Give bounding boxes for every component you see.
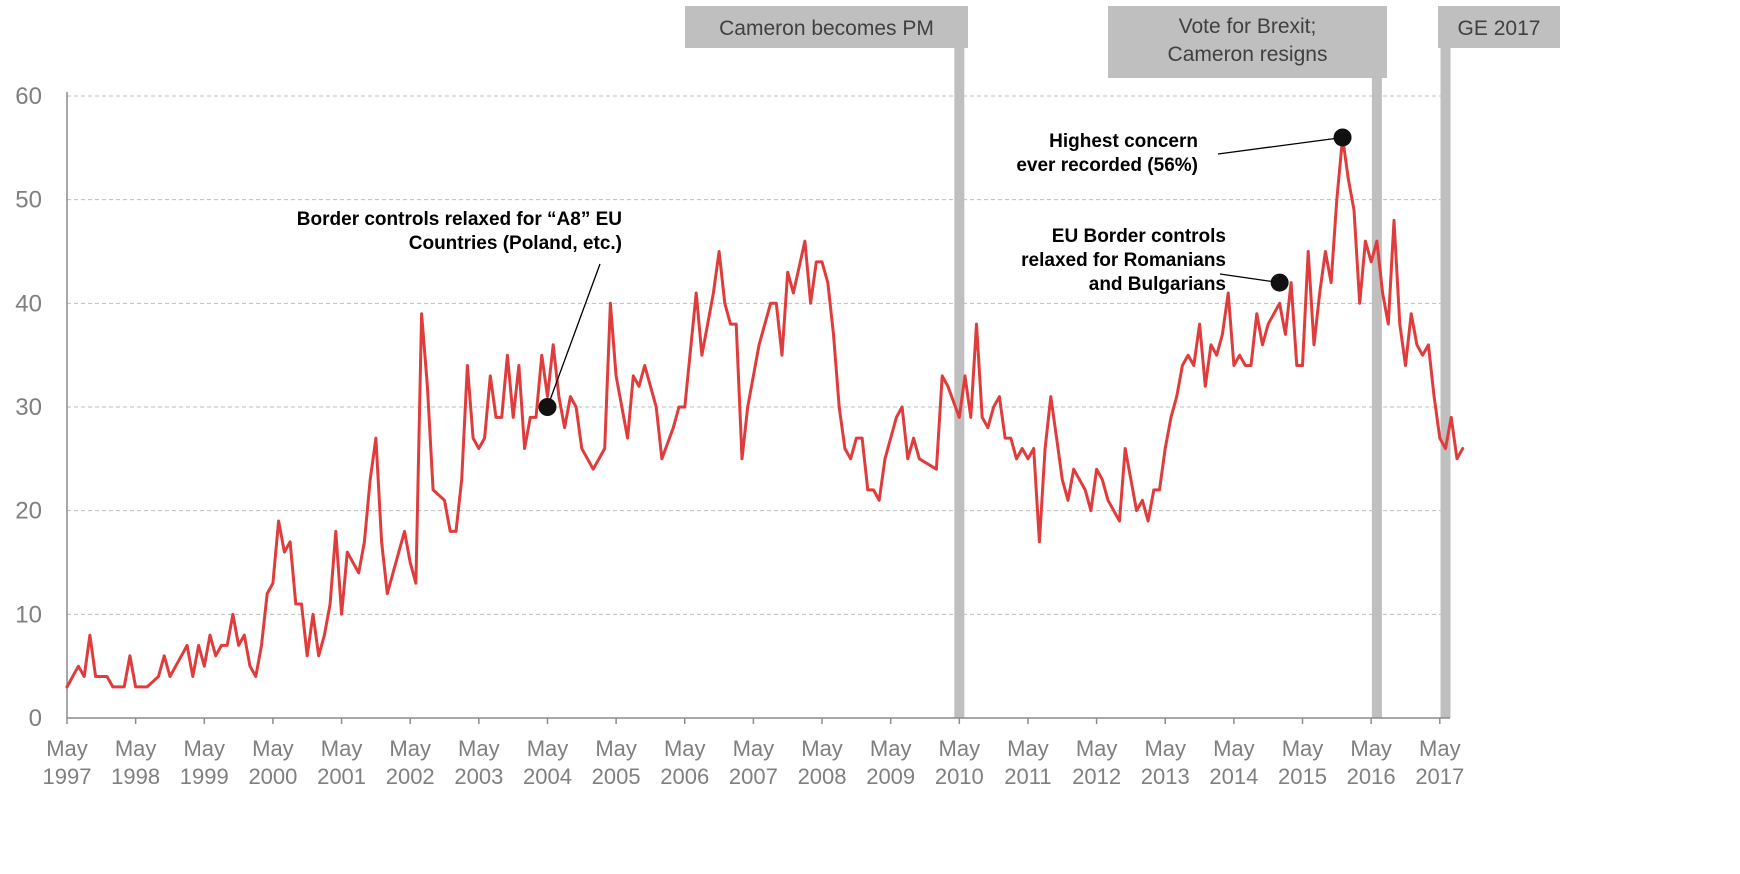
x-axis: May 1997 May 1998 May 1999 May 2000 May 2001 May 20… bbox=[43, 717, 1464, 789]
annotation-text: ever recorded (56%) bbox=[1016, 155, 1198, 176]
event-label: GE 2017 bbox=[1458, 17, 1541, 40]
x-tick-month: May bbox=[1213, 736, 1255, 761]
x-tick-month: May bbox=[733, 736, 775, 761]
x-tick-month: May bbox=[939, 736, 981, 761]
x-tick-month: May bbox=[252, 736, 294, 761]
x-tick-year: 2012 bbox=[1072, 764, 1121, 789]
annotation-leader bbox=[546, 263, 601, 408]
annotation-marker bbox=[538, 398, 557, 416]
event-label: Vote for Brexit; bbox=[1179, 15, 1317, 38]
x-tick-month: May bbox=[389, 736, 431, 761]
x-tick-year: 2017 bbox=[1415, 764, 1464, 789]
x-tick-month: May bbox=[321, 736, 363, 761]
annotation-text: EU Border controls bbox=[1052, 226, 1226, 247]
x-tick-month: May bbox=[1007, 736, 1049, 761]
x-tick-month: May bbox=[664, 736, 706, 761]
annotation-text: Highest concern bbox=[1049, 131, 1198, 152]
x-tick-month: May bbox=[870, 736, 912, 761]
series-line bbox=[65, 136, 1465, 689]
x-tick-month: May bbox=[46, 736, 88, 761]
x-tick-year: 2006 bbox=[660, 764, 709, 789]
annotation-leader bbox=[1219, 273, 1280, 284]
x-tick-year: 2005 bbox=[592, 764, 641, 789]
event-label-box bbox=[685, 6, 968, 48]
y-axis: 0 10 20 30 40 50 60 bbox=[15, 83, 68, 732]
x-tick-year: 1997 bbox=[43, 764, 92, 789]
series-layer bbox=[65, 136, 1465, 689]
event-markers: Cameron becomes PM Vote for Brexit; Camero… bbox=[685, 6, 1560, 718]
x-tick-year: 2007 bbox=[729, 764, 778, 789]
x-tick-month: May bbox=[1282, 736, 1324, 761]
annotation-text: Countries (Poland, etc.) bbox=[409, 233, 622, 254]
x-tick-year: 2008 bbox=[798, 764, 847, 789]
x-tick-month: May bbox=[801, 736, 843, 761]
x-tick-year: 2016 bbox=[1347, 764, 1396, 789]
x-tick-month: May bbox=[1076, 736, 1118, 761]
x-tick-year: 2015 bbox=[1278, 764, 1327, 789]
x-tick-year: 2004 bbox=[523, 764, 572, 789]
x-tick-month: May bbox=[458, 736, 500, 761]
y-tick-label: 50 bbox=[15, 187, 42, 214]
y-tick-label: 0 bbox=[29, 705, 42, 732]
annotation-leader bbox=[1217, 136, 1343, 155]
x-tick-month: May bbox=[1350, 736, 1392, 761]
event-line bbox=[1371, 6, 1382, 718]
annotation-text: Border controls relaxed for “A8” EU bbox=[297, 209, 622, 230]
x-tick-year: 2003 bbox=[454, 764, 503, 789]
x-tick-year: 2000 bbox=[248, 764, 297, 789]
x-tick-year: 2011 bbox=[1004, 764, 1051, 789]
annotation-marker bbox=[1270, 273, 1289, 292]
event-label: Cameron becomes PM bbox=[719, 17, 934, 40]
annotation-text: and Bulgarians bbox=[1089, 274, 1226, 295]
x-tick-month: May bbox=[527, 736, 569, 761]
annotation-text: relaxed for Romanians bbox=[1021, 250, 1226, 271]
x-tick-year: 2010 bbox=[935, 764, 984, 789]
x-tick-month: May bbox=[183, 736, 225, 761]
x-tick-month: May bbox=[595, 736, 637, 761]
event-line bbox=[954, 6, 965, 718]
y-tick-label: 20 bbox=[15, 498, 42, 525]
event-label-box bbox=[1108, 6, 1387, 78]
x-tick-month: May bbox=[1144, 736, 1186, 761]
x-tick-year: 2002 bbox=[386, 764, 435, 789]
y-tick-label: 10 bbox=[15, 601, 42, 628]
event-label: Cameron resigns bbox=[1168, 43, 1328, 66]
y-tick-label: 40 bbox=[15, 290, 42, 317]
annotations-layer: Border controls relaxed for “A8” EU Count… bbox=[297, 128, 1352, 416]
y-tick-label: 60 bbox=[15, 83, 42, 110]
x-tick-year: 1998 bbox=[111, 764, 160, 789]
y-tick-label: 30 bbox=[15, 394, 42, 421]
x-tick-year: 2001 bbox=[317, 764, 366, 789]
x-tick-month: May bbox=[115, 736, 157, 761]
x-tick-month: May bbox=[1419, 736, 1461, 761]
x-tick-year: 2013 bbox=[1141, 764, 1190, 789]
event-line bbox=[1440, 6, 1451, 718]
x-tick-year: 1999 bbox=[180, 764, 229, 789]
annotation-marker bbox=[1333, 128, 1352, 147]
x-tick-year: 2009 bbox=[866, 764, 915, 789]
event-label-box bbox=[1438, 6, 1560, 48]
x-tick-year: 2014 bbox=[1209, 764, 1258, 789]
